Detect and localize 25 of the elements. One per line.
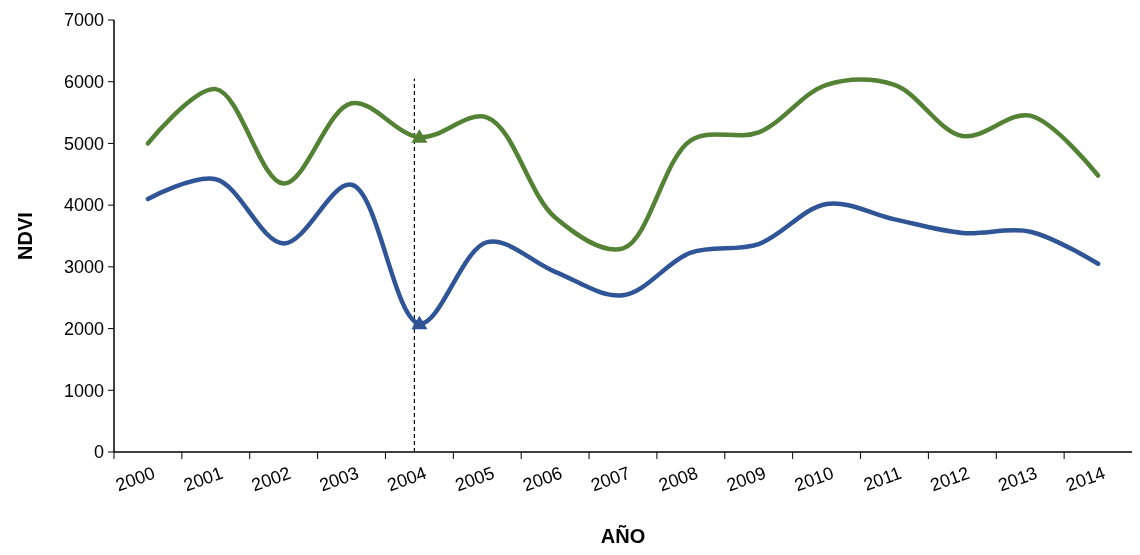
y-tick-label: 4000 <box>63 195 104 216</box>
x-axis-title: AÑO <box>600 525 646 547</box>
x-tick-label: 2014 <box>1063 462 1108 496</box>
x-tick-label: 2013 <box>995 462 1040 496</box>
x-tick-label: 2010 <box>791 462 837 496</box>
y-tick-label: 7000 <box>63 10 104 31</box>
y-tick-label: 0 <box>93 442 104 463</box>
x-tick-label: 2005 <box>452 462 497 496</box>
x-tick-label: 2003 <box>316 462 362 496</box>
x-tick-label: 2011 <box>860 462 905 495</box>
y-tick-label: 3000 <box>63 257 104 278</box>
y-tick-label: 1000 <box>63 380 104 401</box>
x-tick-label: 2002 <box>248 462 294 496</box>
y-tick-label: 5000 <box>63 133 104 154</box>
x-tick-label: 2006 <box>520 462 565 496</box>
x-tick-label: 2001 <box>181 462 226 496</box>
x-tick-label: 2007 <box>588 462 633 496</box>
x-tick-label: 2012 <box>927 462 973 496</box>
x-tick-label: 2004 <box>384 462 430 496</box>
x-tick-label: 2008 <box>656 462 701 496</box>
y-tick-label: 6000 <box>63 72 104 93</box>
x-tick-label: 2009 <box>723 462 769 496</box>
x-tick-label: 2000 <box>113 462 158 496</box>
y-axis-title: NDVI <box>14 212 36 260</box>
y-tick-label: 2000 <box>63 318 104 339</box>
